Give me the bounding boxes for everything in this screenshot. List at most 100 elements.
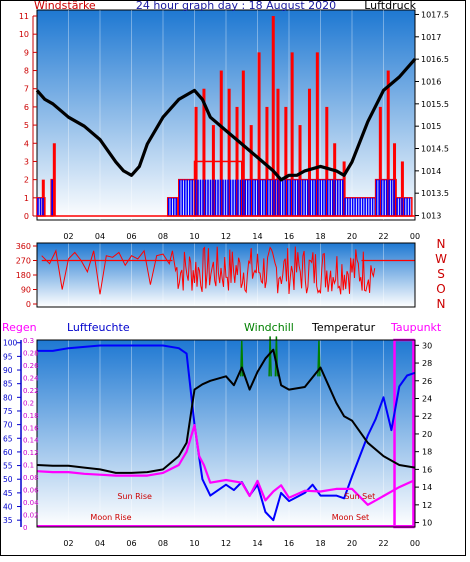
temp-tick-label: 22 [422, 412, 432, 421]
direction-series [41, 246, 415, 295]
wind-gust-bar [315, 52, 319, 217]
time-tick-label: 16 [284, 232, 294, 241]
direction-line [41, 246, 376, 295]
humidity-tick-label: 40 [3, 503, 13, 512]
time-tick-label: 18 [315, 539, 325, 548]
compass-label: O [436, 282, 445, 296]
temp-tick-label: 24 [422, 394, 432, 403]
temp-humidity-panel [36, 339, 416, 528]
wind-tick-label: 8 [24, 67, 29, 76]
pressure-tick-label: 1016 [421, 77, 441, 86]
rain-axis-title: Regen [2, 321, 37, 334]
pressure-tick-label: 1013 [421, 212, 441, 221]
temperature-line [36, 348, 416, 474]
temp-tick-label: 14 [422, 483, 432, 492]
wind-tick-label: 6 [24, 103, 29, 112]
wind-gust-bar [290, 52, 294, 217]
direction-tick-label: 270 [16, 257, 31, 266]
temp-tick-label: 16 [422, 465, 432, 474]
rain-tick-label: 0.12 [23, 449, 39, 457]
temp-tick-label: 18 [422, 448, 432, 457]
wind-gust-bar [202, 88, 206, 216]
pressure-axis: 1013 1013.5 1014 1014.5 1015 1015.5 1016 1016.5… [415, 10, 449, 221]
pressure-tick-label: 1014.5 [421, 145, 449, 154]
windchill-spike [268, 336, 272, 377]
humidity-tick-label: 50 [3, 475, 13, 484]
wind-tick-label: 11 [19, 12, 29, 21]
humidity-tick-label: 35 [3, 516, 13, 525]
rain-tick-label: 0.1 [23, 462, 34, 470]
rain-tick-label: 0.14 [23, 437, 39, 445]
rain-tick-label: 0.2 [23, 399, 34, 407]
time-tick-label: 04 [95, 539, 105, 548]
humidity-tick-label: 85 [3, 380, 13, 389]
humidity-tick-label: 90 [3, 366, 13, 375]
pressure-series [35, 58, 417, 182]
moon-rise-label: Moon Rise [90, 513, 131, 522]
wind-series [36, 16, 415, 217]
dewpoint-legend: Taupunkt [390, 321, 442, 334]
windchill-legend: Windchill [244, 321, 294, 334]
direction-axis: 0 90 180 270 360 [16, 242, 37, 309]
rain-tick-label: 0.02 [23, 512, 39, 520]
wind-tick-label: 0 [24, 212, 29, 221]
wind-axis-title: Windstärke [34, 0, 96, 12]
humidity-line [37, 344, 416, 522]
rain-tick-label: 0 [23, 524, 27, 532]
wind-pressure-frame [36, 9, 416, 221]
moon-set-label: Moon Set [332, 513, 369, 522]
rain-axis: 0 0.02 0.04 0.06 0.08 0.1 0.12 0.14 0.16 0.18 0.2 0… [23, 337, 39, 532]
time-tick-label: 10 [189, 539, 199, 548]
wind-gust-bar [378, 106, 382, 216]
time-tick-label: 16 [284, 539, 294, 548]
wind-gust-bar [271, 16, 275, 216]
temp-tick-label: 30 [422, 341, 432, 350]
wind-gust-bar [298, 125, 302, 216]
rain-tick-label: 0.28 [23, 349, 39, 357]
wind-gust-bar [211, 125, 215, 216]
chart-title: 24 hour graph day : 18 August 2020 [136, 0, 336, 12]
rain-tick-label: 0.04 [23, 499, 39, 507]
temp-tick-label: 20 [422, 430, 432, 439]
wind-tick-label: 5 [24, 121, 29, 130]
humidity-tick-label: 80 [3, 393, 13, 402]
time-tick-label: 14 [252, 232, 262, 241]
sun-set-label: Sun Set [344, 492, 375, 501]
time-tick-label: 00 [410, 232, 420, 241]
wind-gust-bar [325, 106, 329, 216]
dewpoint-line [36, 424, 416, 506]
time-tick-label: 10 [189, 232, 199, 241]
wind-tick-label: 1 [24, 194, 29, 203]
humidity-axis-title: Luftfeuchte [67, 321, 130, 334]
time-tick-label: 08 [158, 539, 168, 548]
pressure-tick-label: 1015.5 [421, 100, 449, 109]
temp-tick-label: 28 [422, 359, 432, 368]
time-tick-label: 00 [410, 539, 420, 548]
wind-time-axis: 02 04 06 08 10 12 14 16 18 20 22 00 [63, 232, 420, 241]
wind-gust-bar [227, 88, 231, 216]
pressure-tick-label: 1014 [421, 167, 441, 176]
time-tick-label: 22 [378, 539, 388, 548]
time-tick-label: 18 [315, 232, 325, 241]
rain-tick-label: 0.08 [23, 474, 39, 482]
time-tick-label: 12 [221, 539, 231, 548]
wind-gust-bar [276, 88, 280, 216]
direction-tick-label: 360 [16, 242, 31, 251]
wind-tick-label: 3 [24, 157, 29, 166]
temperature-legend: Temperatur [311, 321, 376, 334]
time-tick-label: 02 [63, 539, 73, 548]
wind-tick-label: 2 [24, 176, 29, 185]
rain-tick-label: 0.3 [23, 337, 34, 345]
windchill-spike [240, 340, 244, 377]
time-tick-label: 14 [252, 539, 262, 548]
time-tick-label: 04 [95, 232, 105, 241]
pressure-line [35, 58, 417, 182]
time-tick-label: 06 [126, 232, 136, 241]
sun-rise-label: Sun Rise [117, 492, 152, 501]
rain-tick-label: 0.16 [23, 424, 39, 432]
rain-tick-label: 0.22 [23, 387, 39, 395]
wind-axis: 0 1 2 3 4 5 6 7 8 9 10 11 [19, 12, 37, 221]
